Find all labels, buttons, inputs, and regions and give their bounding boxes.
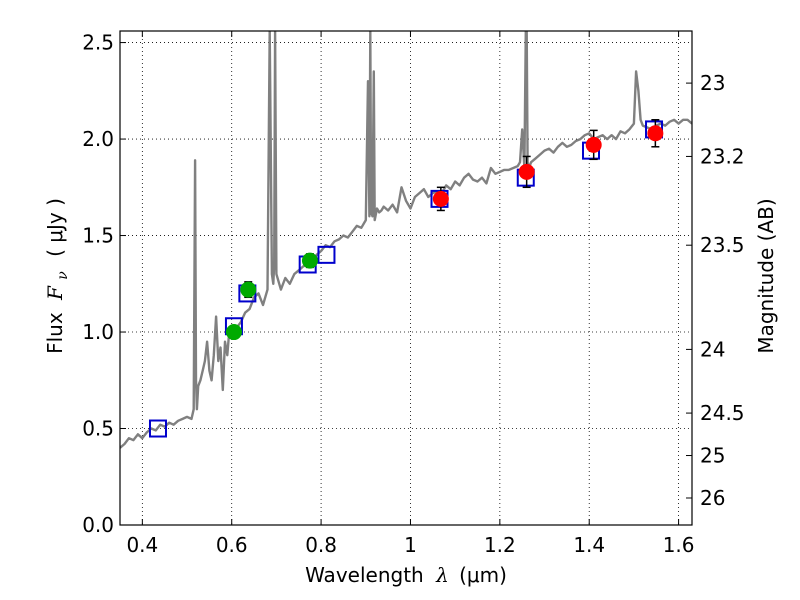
y2-tick-label: 24.5: [700, 401, 745, 425]
green-data-point: [301, 252, 318, 269]
y-axis-title: Flux F ν ( μJy ): [43, 198, 72, 354]
x-tick-label: 1.4: [573, 533, 605, 557]
y-tick-label: 0.5: [82, 417, 114, 441]
spectrum-layer: [120, 31, 692, 449]
spectrum-line: [120, 31, 692, 449]
model-photometry-square: [148, 419, 167, 438]
model-photometry-square: [317, 245, 336, 264]
red-data-point: [518, 163, 535, 180]
y2-tick-label: 23: [700, 71, 725, 95]
y-tick-label: 2.5: [82, 31, 114, 55]
grid-lines: [120, 31, 692, 525]
red-data-point: [647, 125, 664, 142]
y2-axis-title: Magnitude (AB): [754, 198, 778, 353]
y2-tick-label: 24: [700, 337, 725, 361]
y2-tick-label: 23.2: [700, 144, 745, 168]
y2-tick-label: 26: [700, 486, 725, 510]
x-tick-label: 1: [404, 533, 417, 557]
photometry-layer: [148, 119, 664, 438]
x-tick-label: 1.6: [663, 533, 695, 557]
y-tick-label: 1.0: [82, 320, 114, 344]
x-tick-label: 0.8: [305, 533, 337, 557]
green-data-point: [225, 324, 242, 341]
x-axis-title: Wavelength λ (μm): [305, 563, 507, 587]
plot-frame: [119, 30, 693, 526]
y-tick-label: 1.5: [82, 224, 114, 248]
y2-tick-label: 23.5: [700, 233, 745, 257]
red-data-point: [585, 136, 602, 153]
ticks-layer: 0.4 0.6 0.8 1 1.2 1.4 1.6 0.0 0.5 1.0 1.5 2.0 2.5 23 2…: [82, 31, 744, 557]
red-data-point: [432, 190, 449, 207]
y-tick-label: 2.0: [82, 127, 114, 151]
y2-tick-label: 25: [700, 444, 725, 468]
x-tick-label: 0.6: [216, 533, 248, 557]
green-data-point: [240, 281, 257, 298]
x-tick-label: 1.2: [484, 533, 516, 557]
x-tick-label: 0.4: [126, 533, 158, 557]
y-tick-label: 0.0: [82, 513, 114, 537]
